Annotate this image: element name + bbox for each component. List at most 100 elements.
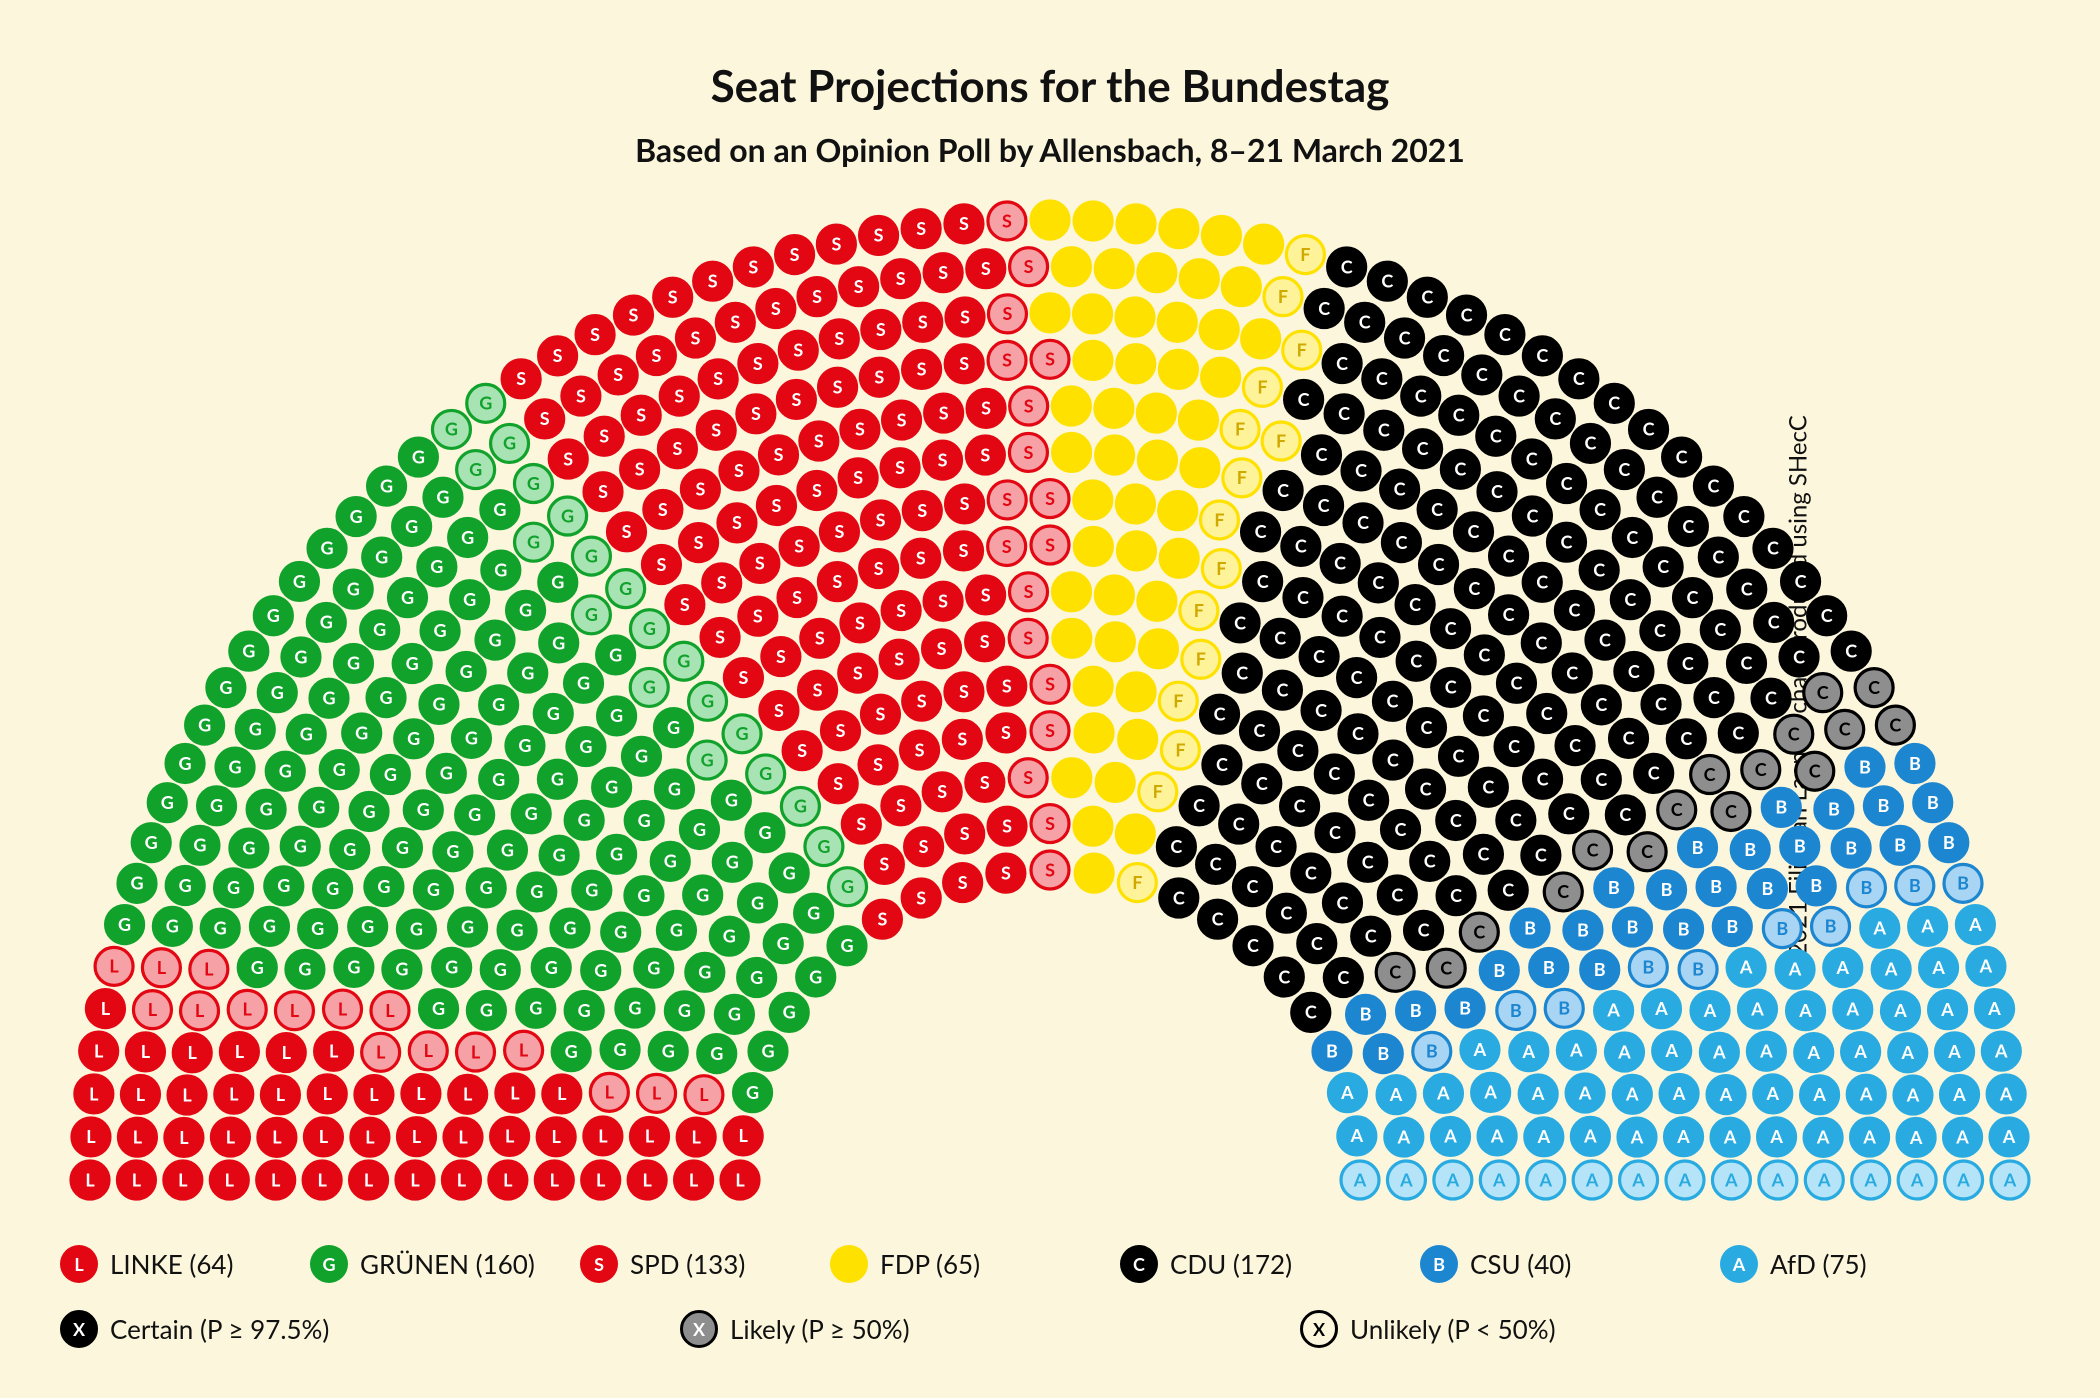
svg-text:B: B xyxy=(1894,834,1906,856)
seat-spd: S xyxy=(644,490,682,528)
svg-text:S: S xyxy=(916,547,926,569)
seat-afd: A xyxy=(1982,1032,2020,1070)
seat-gruene: G xyxy=(795,894,833,932)
seat-cdu: C xyxy=(1352,917,1390,955)
svg-text:S: S xyxy=(1045,673,1055,695)
svg-text:A: A xyxy=(1816,1126,1830,1148)
seat-afd: A xyxy=(1987,1075,2025,1113)
svg-text:A: A xyxy=(1583,1125,1597,1147)
svg-text:A: A xyxy=(1397,1125,1411,1147)
seat-csu: B xyxy=(1914,784,1952,822)
seat-cdu: C xyxy=(1381,470,1419,508)
svg-text:L: L xyxy=(412,1125,422,1147)
seat-spd: S xyxy=(798,471,836,509)
svg-text:C: C xyxy=(1502,879,1514,901)
svg-text:F: F xyxy=(1132,871,1142,893)
svg-text:G: G xyxy=(529,997,542,1019)
svg-text:A: A xyxy=(1806,1041,1820,1063)
seat-spd: S xyxy=(859,746,897,784)
seat-fdp: F xyxy=(1179,401,1217,439)
svg-text:F: F xyxy=(1088,814,1098,836)
svg-text:A: A xyxy=(1846,998,1860,1020)
seat-cdu: C xyxy=(1241,712,1279,750)
seat-afd: A xyxy=(1990,1118,2028,1156)
seat-csu: B xyxy=(1313,1032,1351,1070)
svg-text:S: S xyxy=(748,255,758,277)
svg-text:B: B xyxy=(1943,831,1955,853)
seat-fdp: F xyxy=(1117,205,1155,243)
seat-spd: S xyxy=(988,202,1026,240)
seat-cdu: C xyxy=(1404,430,1442,468)
seat-cdu: C xyxy=(1669,645,1707,683)
svg-text:C: C xyxy=(1535,844,1547,866)
seat-gruene: G xyxy=(258,674,296,712)
seat-cdu: C xyxy=(1719,714,1757,752)
svg-text:C: C xyxy=(1376,367,1388,389)
svg-text:C: C xyxy=(1316,443,1328,465)
svg-text:C: C xyxy=(1793,645,1805,667)
svg-text:C: C xyxy=(1274,627,1286,649)
seat-afd: A xyxy=(1872,950,1910,988)
seat-fdp: F xyxy=(1137,394,1175,432)
seat-fdp: F xyxy=(1096,436,1134,474)
svg-text:F: F xyxy=(1045,301,1055,323)
seat-cdu: C xyxy=(1285,380,1323,418)
svg-text:A: A xyxy=(1672,1082,1686,1104)
seat-fdp: F xyxy=(1053,573,1091,611)
svg-text:S: S xyxy=(937,637,947,659)
svg-text:B: B xyxy=(1710,875,1722,897)
svg-text:C: C xyxy=(1313,645,1325,667)
seat-afd: A xyxy=(1478,1117,1516,1155)
svg-text:F: F xyxy=(1173,358,1183,380)
seat-spd: S xyxy=(820,513,858,551)
seat-spd: S xyxy=(502,360,540,398)
svg-text:S: S xyxy=(919,835,929,857)
seat-linke: L xyxy=(211,1118,249,1156)
svg-text:S: S xyxy=(812,285,822,307)
svg-text:C: C xyxy=(1173,886,1185,908)
seat-gruene: G xyxy=(335,948,373,986)
seat-afd: A xyxy=(1851,1118,1889,1156)
svg-text:L: L xyxy=(235,1040,245,1062)
seat-fdp: F xyxy=(1283,331,1321,369)
svg-text:L: L xyxy=(410,1168,420,1190)
seat-linke: L xyxy=(491,1117,529,1155)
seat-gruene: G xyxy=(630,610,668,648)
svg-text:F: F xyxy=(1152,261,1162,283)
svg-text:G: G xyxy=(161,791,174,813)
svg-text:C: C xyxy=(1431,498,1443,520)
seat-linke: L xyxy=(409,1032,447,1070)
seat-gruene: G xyxy=(507,591,545,629)
seat-linke: L xyxy=(190,950,228,988)
svg-text:G: G xyxy=(298,958,311,980)
svg-text:G: G xyxy=(401,586,414,608)
seat-gruene: G xyxy=(236,710,274,748)
svg-text:A: A xyxy=(1483,1081,1497,1103)
seat-afd: A xyxy=(1711,1118,1749,1156)
seat-cdu: C xyxy=(1641,612,1679,650)
svg-text:L: L xyxy=(282,1041,292,1063)
svg-text:B: B xyxy=(1493,959,1505,981)
svg-text:A: A xyxy=(1750,997,1764,1019)
svg-text:F: F xyxy=(1236,275,1246,297)
svg-text:S: S xyxy=(797,739,807,761)
svg-text:S: S xyxy=(657,553,667,575)
seat-cdu: C xyxy=(1490,596,1528,634)
seat-cdu: C xyxy=(1432,668,1470,706)
seat-csu: B xyxy=(1713,908,1751,946)
seat-cdu: C xyxy=(1342,452,1380,490)
seat-spd: S xyxy=(988,341,1026,379)
seat-cdu: C xyxy=(1396,586,1434,624)
svg-text:S: S xyxy=(873,753,883,775)
svg-text:A: A xyxy=(1947,1040,1961,1062)
svg-text:G: G xyxy=(322,687,335,709)
svg-text:S: S xyxy=(981,257,991,279)
svg-text:A: A xyxy=(1798,999,1812,1021)
svg-text:F: F xyxy=(1278,285,1288,307)
seat-spd: S xyxy=(882,787,920,825)
seat-gruene: G xyxy=(665,992,703,1030)
svg-text:S: S xyxy=(917,358,927,380)
legend-spd: SSPD (133) xyxy=(580,1245,745,1283)
svg-text:C: C xyxy=(1707,474,1719,496)
svg-text:G: G xyxy=(294,645,307,667)
